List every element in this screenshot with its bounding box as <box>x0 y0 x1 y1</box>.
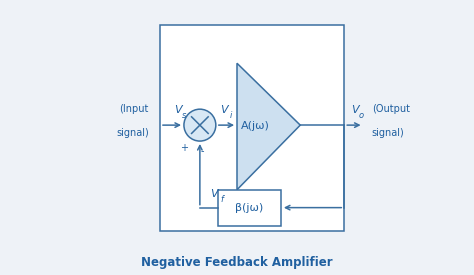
Text: s: s <box>182 111 186 120</box>
Bar <box>218 190 281 225</box>
Text: o: o <box>359 111 364 120</box>
Text: +: + <box>180 144 188 153</box>
Text: (Input: (Input <box>119 104 149 114</box>
Text: (Output: (Output <box>372 104 410 114</box>
Text: signal): signal) <box>372 128 404 138</box>
Text: -: - <box>201 146 204 156</box>
Text: β(jω): β(jω) <box>235 203 264 213</box>
Polygon shape <box>237 63 300 190</box>
Text: V: V <box>210 189 218 199</box>
Circle shape <box>184 109 216 141</box>
Text: Negative Feedback Amplifier: Negative Feedback Amplifier <box>141 256 333 269</box>
Text: V: V <box>220 106 228 116</box>
Text: i: i <box>229 111 232 120</box>
Text: f: f <box>220 195 223 204</box>
Text: V: V <box>174 106 182 116</box>
Text: A(jω): A(jω) <box>241 121 270 131</box>
Text: signal): signal) <box>116 128 149 138</box>
Text: V: V <box>351 106 359 116</box>
Bar <box>160 25 344 231</box>
